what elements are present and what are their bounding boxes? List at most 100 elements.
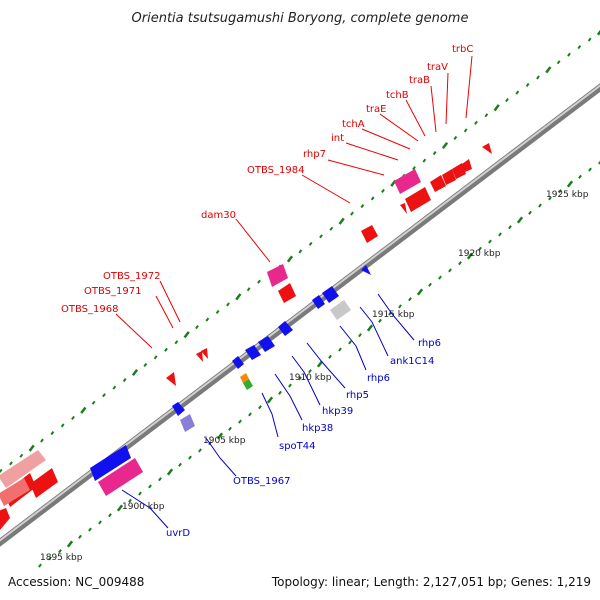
gene-arrow[interactable] (278, 321, 293, 336)
scale-tick (164, 347, 168, 352)
gene-arrow[interactable] (462, 159, 472, 172)
gene-arrow[interactable] (322, 286, 339, 303)
map-title: Orientia tsutsugamushi Boryong, complete… (132, 11, 469, 26)
gene-label[interactable]: uvrD (166, 528, 190, 539)
gene-label[interactable]: traE (366, 104, 386, 115)
gene-arrow[interactable] (430, 175, 446, 192)
gene-arrow[interactable] (98, 458, 143, 496)
scale-label: 1900 kbp (122, 502, 165, 512)
gene-label[interactable]: OTBS_1971 (84, 286, 141, 297)
scale-tick (545, 66, 552, 74)
scale-tick (412, 166, 416, 171)
scale-tick (266, 396, 274, 404)
gene-label[interactable]: tchA (342, 119, 365, 130)
gene-label[interactable]: spoT44 (279, 441, 316, 452)
scale-tick (48, 556, 52, 561)
gene-arrow[interactable] (330, 300, 351, 320)
gene-arrow[interactable] (245, 345, 261, 360)
gene-arrow[interactable] (0, 450, 46, 488)
gene-arrow[interactable] (243, 379, 253, 390)
scale-tick (516, 216, 524, 224)
scale-tick (286, 255, 294, 263)
gene-arrow[interactable] (180, 414, 195, 432)
gene-label[interactable]: traB (409, 75, 430, 86)
gene-label[interactable]: tchB (386, 90, 409, 101)
scale-tick (178, 462, 182, 467)
gene-arrow[interactable] (0, 508, 10, 530)
gene-arrow[interactable] (90, 445, 131, 481)
gene-arrow[interactable] (482, 143, 492, 154)
gene-label[interactable]: OTBS_1968 (61, 304, 118, 315)
forward-gene-labels: trbC traV traB tchB traE tchA int rhp7 O… (61, 44, 473, 315)
scale-tick (505, 98, 509, 103)
scale-tick (198, 448, 202, 453)
scale-tick (228, 426, 232, 431)
scale-tick (102, 393, 106, 398)
gene-arrow[interactable] (442, 169, 456, 185)
gene-label[interactable]: ank1C14 (390, 356, 434, 367)
gene-arrow[interactable] (172, 402, 185, 416)
scale-tick (246, 287, 251, 292)
gene-label[interactable]: rhp6 (367, 373, 390, 384)
scale-tick (143, 362, 148, 367)
scale-tick (458, 261, 462, 266)
reverse-leaders (121, 293, 415, 529)
gene-arrow[interactable] (166, 372, 176, 386)
gene-label[interactable]: rhp5 (346, 390, 369, 401)
scale-tick (567, 52, 571, 57)
gene-arrow[interactable] (232, 356, 244, 369)
scale-tick (308, 241, 313, 246)
gene-arrow[interactable] (0, 478, 30, 506)
scale-tick (466, 252, 474, 260)
gene-arrow[interactable] (452, 163, 466, 179)
gene-label[interactable]: rhp7 (303, 149, 326, 160)
gene-arrow[interactable] (312, 295, 325, 309)
gene-arrow[interactable] (278, 283, 296, 303)
gene-label[interactable]: OTBS_1972 (103, 271, 160, 282)
gene-arrow[interactable] (258, 336, 275, 352)
scale-tick (596, 29, 600, 36)
scale-labels: 1895 kbp 1900 kbp 1905 kbp 1910 kbp 1915… (40, 190, 589, 563)
gene-label[interactable]: traV (427, 62, 448, 73)
scale-tick (556, 60, 561, 65)
gene-arrow[interactable] (201, 348, 208, 359)
gene-label[interactable]: hkp39 (322, 406, 353, 417)
gene-arrow[interactable] (361, 225, 378, 243)
gene-label[interactable]: dam30 (201, 210, 236, 221)
gene-arrow[interactable] (394, 169, 421, 194)
scale-tick (278, 390, 282, 395)
scale-tick (432, 151, 437, 156)
scale-tick (235, 293, 242, 301)
scale-tick (91, 400, 96, 405)
forward-genes (0, 143, 492, 530)
gene-arrow[interactable] (30, 468, 58, 498)
tick-track-outer (0, 29, 600, 473)
scale-tick (328, 354, 332, 359)
scale-tick (515, 90, 520, 95)
scale-tick (215, 309, 220, 315)
gene-label[interactable]: OTBS_1967 (233, 476, 290, 487)
gene-arrow[interactable] (361, 265, 371, 275)
scale-tick (71, 415, 75, 420)
gene-label[interactable]: trbC (452, 44, 473, 55)
gene-label[interactable]: int (331, 133, 344, 144)
gene-label[interactable]: rhp6 (418, 338, 441, 349)
scale-tick (587, 37, 592, 42)
scale-tick (238, 419, 242, 424)
scale-tick (338, 347, 342, 352)
scale-tick (508, 225, 512, 230)
gene-arrow[interactable] (196, 351, 203, 362)
scale-tick (174, 340, 179, 345)
gene-arrow[interactable] (400, 203, 407, 214)
scale-tick (366, 324, 374, 332)
scale-tick (298, 376, 302, 381)
gene-arrow[interactable] (405, 187, 431, 212)
scale-tick (578, 174, 582, 179)
gene-label[interactable]: hkp38 (302, 423, 333, 434)
scale-tick (116, 504, 124, 512)
gene-arrow[interactable] (267, 264, 288, 287)
scale-tick (128, 498, 132, 503)
gene-label[interactable]: OTBS_1984 (247, 165, 304, 176)
scale-tick (0, 468, 3, 473)
scale-label: 1895 kbp (40, 553, 83, 563)
